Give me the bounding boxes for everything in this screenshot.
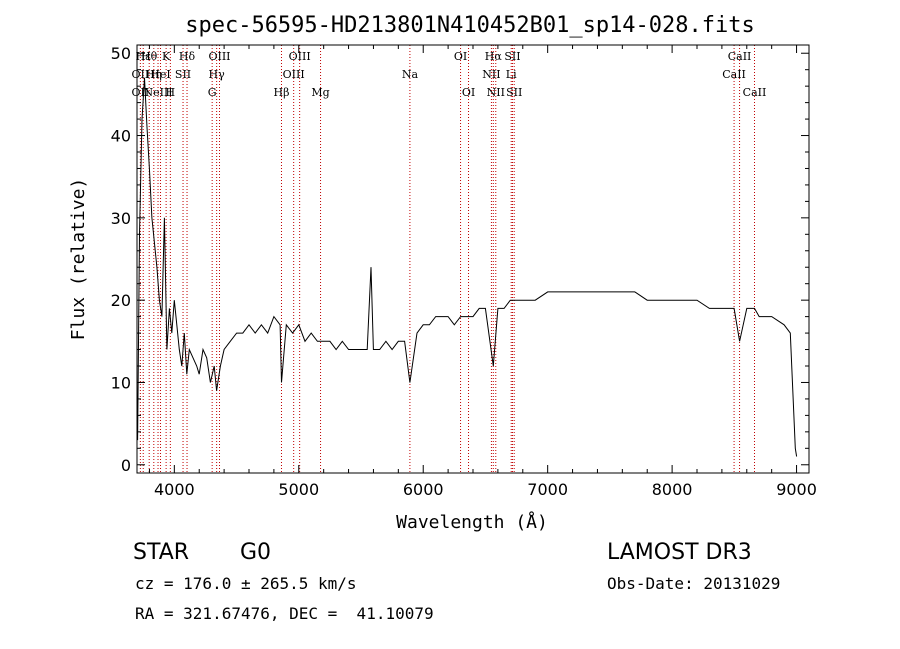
x-tick-label: 9000 — [776, 480, 817, 499]
chart-title: spec-56595-HD213801N410452B01_sp14-028.f… — [185, 13, 755, 38]
line-label: Hδ — [179, 50, 196, 63]
line-label: SII — [506, 86, 522, 99]
x-axis-ticks: 4000 5000 6000 7000 8000 9000 — [148, 45, 817, 499]
y-tick-label: 40 — [111, 127, 131, 146]
line-label: HeI — [150, 68, 170, 81]
line-label: OII — [132, 68, 150, 81]
plot-frame — [136, 44, 810, 474]
line-label: Li — [506, 68, 517, 81]
line-label: Mg — [311, 86, 329, 99]
observation-date: Obs-Date: 20131029 — [607, 574, 781, 593]
line-label: OI — [454, 50, 467, 63]
flux-series-line — [137, 77, 798, 457]
line-label: OIII — [283, 68, 305, 81]
x-tick-label: 4000 — [154, 480, 195, 499]
line-label: NII — [487, 86, 505, 99]
subclass: G0 — [240, 540, 272, 565]
x-tick-label: 7000 — [527, 480, 568, 499]
survey-name: LAMOST DR3 — [607, 540, 752, 565]
redshift-velocity: cz = 176.0 ± 265.5 km/s — [135, 574, 357, 593]
x-tick-label: 8000 — [652, 480, 693, 499]
line-label: G — [208, 86, 217, 99]
line-label: CaII — [743, 86, 767, 99]
y-axis-label: Flux (relative) — [68, 178, 89, 341]
line-label: SII — [175, 68, 191, 81]
line-label: Hγ — [209, 68, 226, 81]
line-label: OI — [462, 86, 475, 99]
coordinates: RA = 321.67476, DEC = 41.10079 — [135, 604, 434, 623]
line-label: H — [166, 86, 176, 99]
y-tick-label: 30 — [111, 209, 131, 228]
line-label: OIII — [289, 50, 311, 63]
x-tick-label: 5000 — [278, 480, 319, 499]
line-label: CaII — [728, 50, 752, 63]
y-tick-label: 20 — [111, 291, 131, 310]
line-label: OIII — [208, 50, 230, 63]
line-label: NeIII — [143, 86, 172, 99]
y-axis-ticks: 0 10 20 30 40 50 — [111, 44, 809, 475]
y-tick-label: 0 — [121, 456, 131, 475]
spectral-line-labels: OIIOIIHεHθHηNeIIIHeIKHSIIHδGHγOIIIHβOIII… — [132, 50, 767, 99]
spectral-line-markers — [139, 45, 755, 473]
line-label: CaII — [722, 68, 746, 81]
object-type: STAR — [133, 540, 190, 565]
line-label: NII — [482, 68, 500, 81]
line-label: Hβ — [274, 86, 290, 99]
line-label: K — [162, 50, 171, 63]
y-tick-label: 10 — [111, 373, 131, 392]
line-label: Hθ — [141, 50, 158, 63]
y-tick-label: 50 — [111, 44, 131, 63]
x-tick-label: 6000 — [403, 480, 444, 499]
x-axis-label: Wavelength (Å) — [396, 511, 548, 533]
line-label: SII — [504, 50, 520, 63]
line-label: Na — [402, 68, 419, 81]
line-label: Hα — [485, 50, 503, 63]
line-label: Hη — [146, 68, 162, 81]
